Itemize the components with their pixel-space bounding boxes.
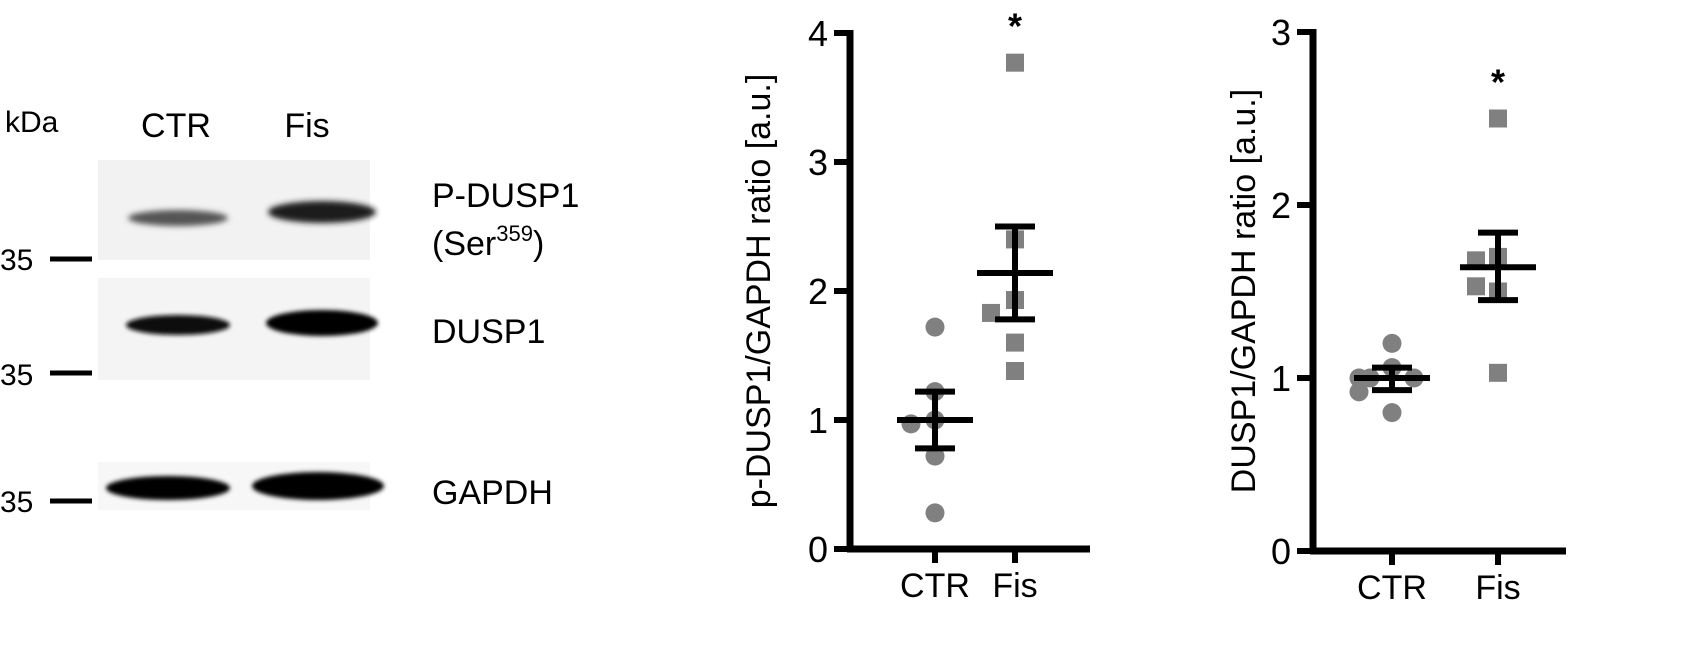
chart-p-dusp1-ratio: p-DUSP1/GAPDH ratio [a.u.] 0 1 2 3 4 CTR Fis * [740, 6, 1090, 605]
y-tick-label: 0 [1271, 531, 1291, 572]
y-tick-label: 3 [1271, 12, 1291, 53]
y-tick-label: 2 [1271, 185, 1291, 226]
y-tick-label: 1 [808, 400, 828, 441]
western-blot-panel: kDa CTR Fis P-DUSP1 (Ser359) DUSP1 GAPDH… [0, 106, 579, 519]
y-tick-label: 0 [808, 529, 828, 570]
data-point-fis [1489, 363, 1507, 382]
band-p-dusp1-fis [268, 201, 376, 223]
band-dusp1-ctr [126, 315, 230, 335]
data-point-fis [1006, 333, 1024, 352]
mw-marker-label: 35 [0, 486, 33, 519]
band-label-gapdh: GAPDH [432, 474, 553, 512]
y-tick-label: 1 [1271, 358, 1291, 399]
y-axis-label: p-DUSP1/GAPDH ratio [a.u.] [740, 74, 778, 509]
x-tick-label: CTR [900, 567, 970, 605]
band-gapdh-fis [252, 472, 384, 500]
y-tick-label: 4 [808, 13, 828, 54]
band-dusp1-fis [266, 310, 378, 336]
x-tick-label: Fis [992, 567, 1037, 605]
data-point-ctr [925, 317, 945, 337]
lane-label-fis: Fis [284, 107, 329, 145]
y-tick-label: 3 [808, 142, 828, 183]
band-p-dusp1-ctr [128, 210, 228, 226]
kda-label: kDa [5, 106, 59, 139]
band-label-dusp1: DUSP1 [432, 313, 545, 351]
data-point-fis [1467, 277, 1485, 296]
lane-label-ctr: CTR [141, 107, 211, 145]
band-gapdh-ctr [106, 476, 230, 500]
y-axis-label: DUSP1/GAPDH ratio [a.u.] [1225, 89, 1263, 493]
data-point-fis [1006, 361, 1024, 380]
band-label-p-dusp1-site: (Ser359) [432, 221, 544, 263]
band-label-p-dusp1: P-DUSP1 [432, 177, 579, 215]
data-point-ctr [1349, 382, 1369, 402]
mw-marker-label: 35 [0, 359, 33, 392]
significance-marker: * [1008, 6, 1022, 47]
mw-marker-label: 35 [0, 244, 33, 277]
significance-marker: * [1491, 62, 1505, 103]
x-tick-label: Fis [1475, 569, 1520, 607]
data-point-fis [1006, 53, 1024, 72]
data-point-fis [1489, 109, 1507, 128]
data-point-ctr [925, 503, 945, 523]
x-tick-label: CTR [1357, 569, 1427, 607]
y-tick-label: 2 [808, 271, 828, 312]
data-point-ctr [1382, 403, 1402, 423]
data-point-ctr [1382, 333, 1402, 353]
chart-dusp1-ratio: DUSP1/GAPDH ratio [a.u.]0 1 2 3 CTR Fis * [1225, 12, 1566, 607]
